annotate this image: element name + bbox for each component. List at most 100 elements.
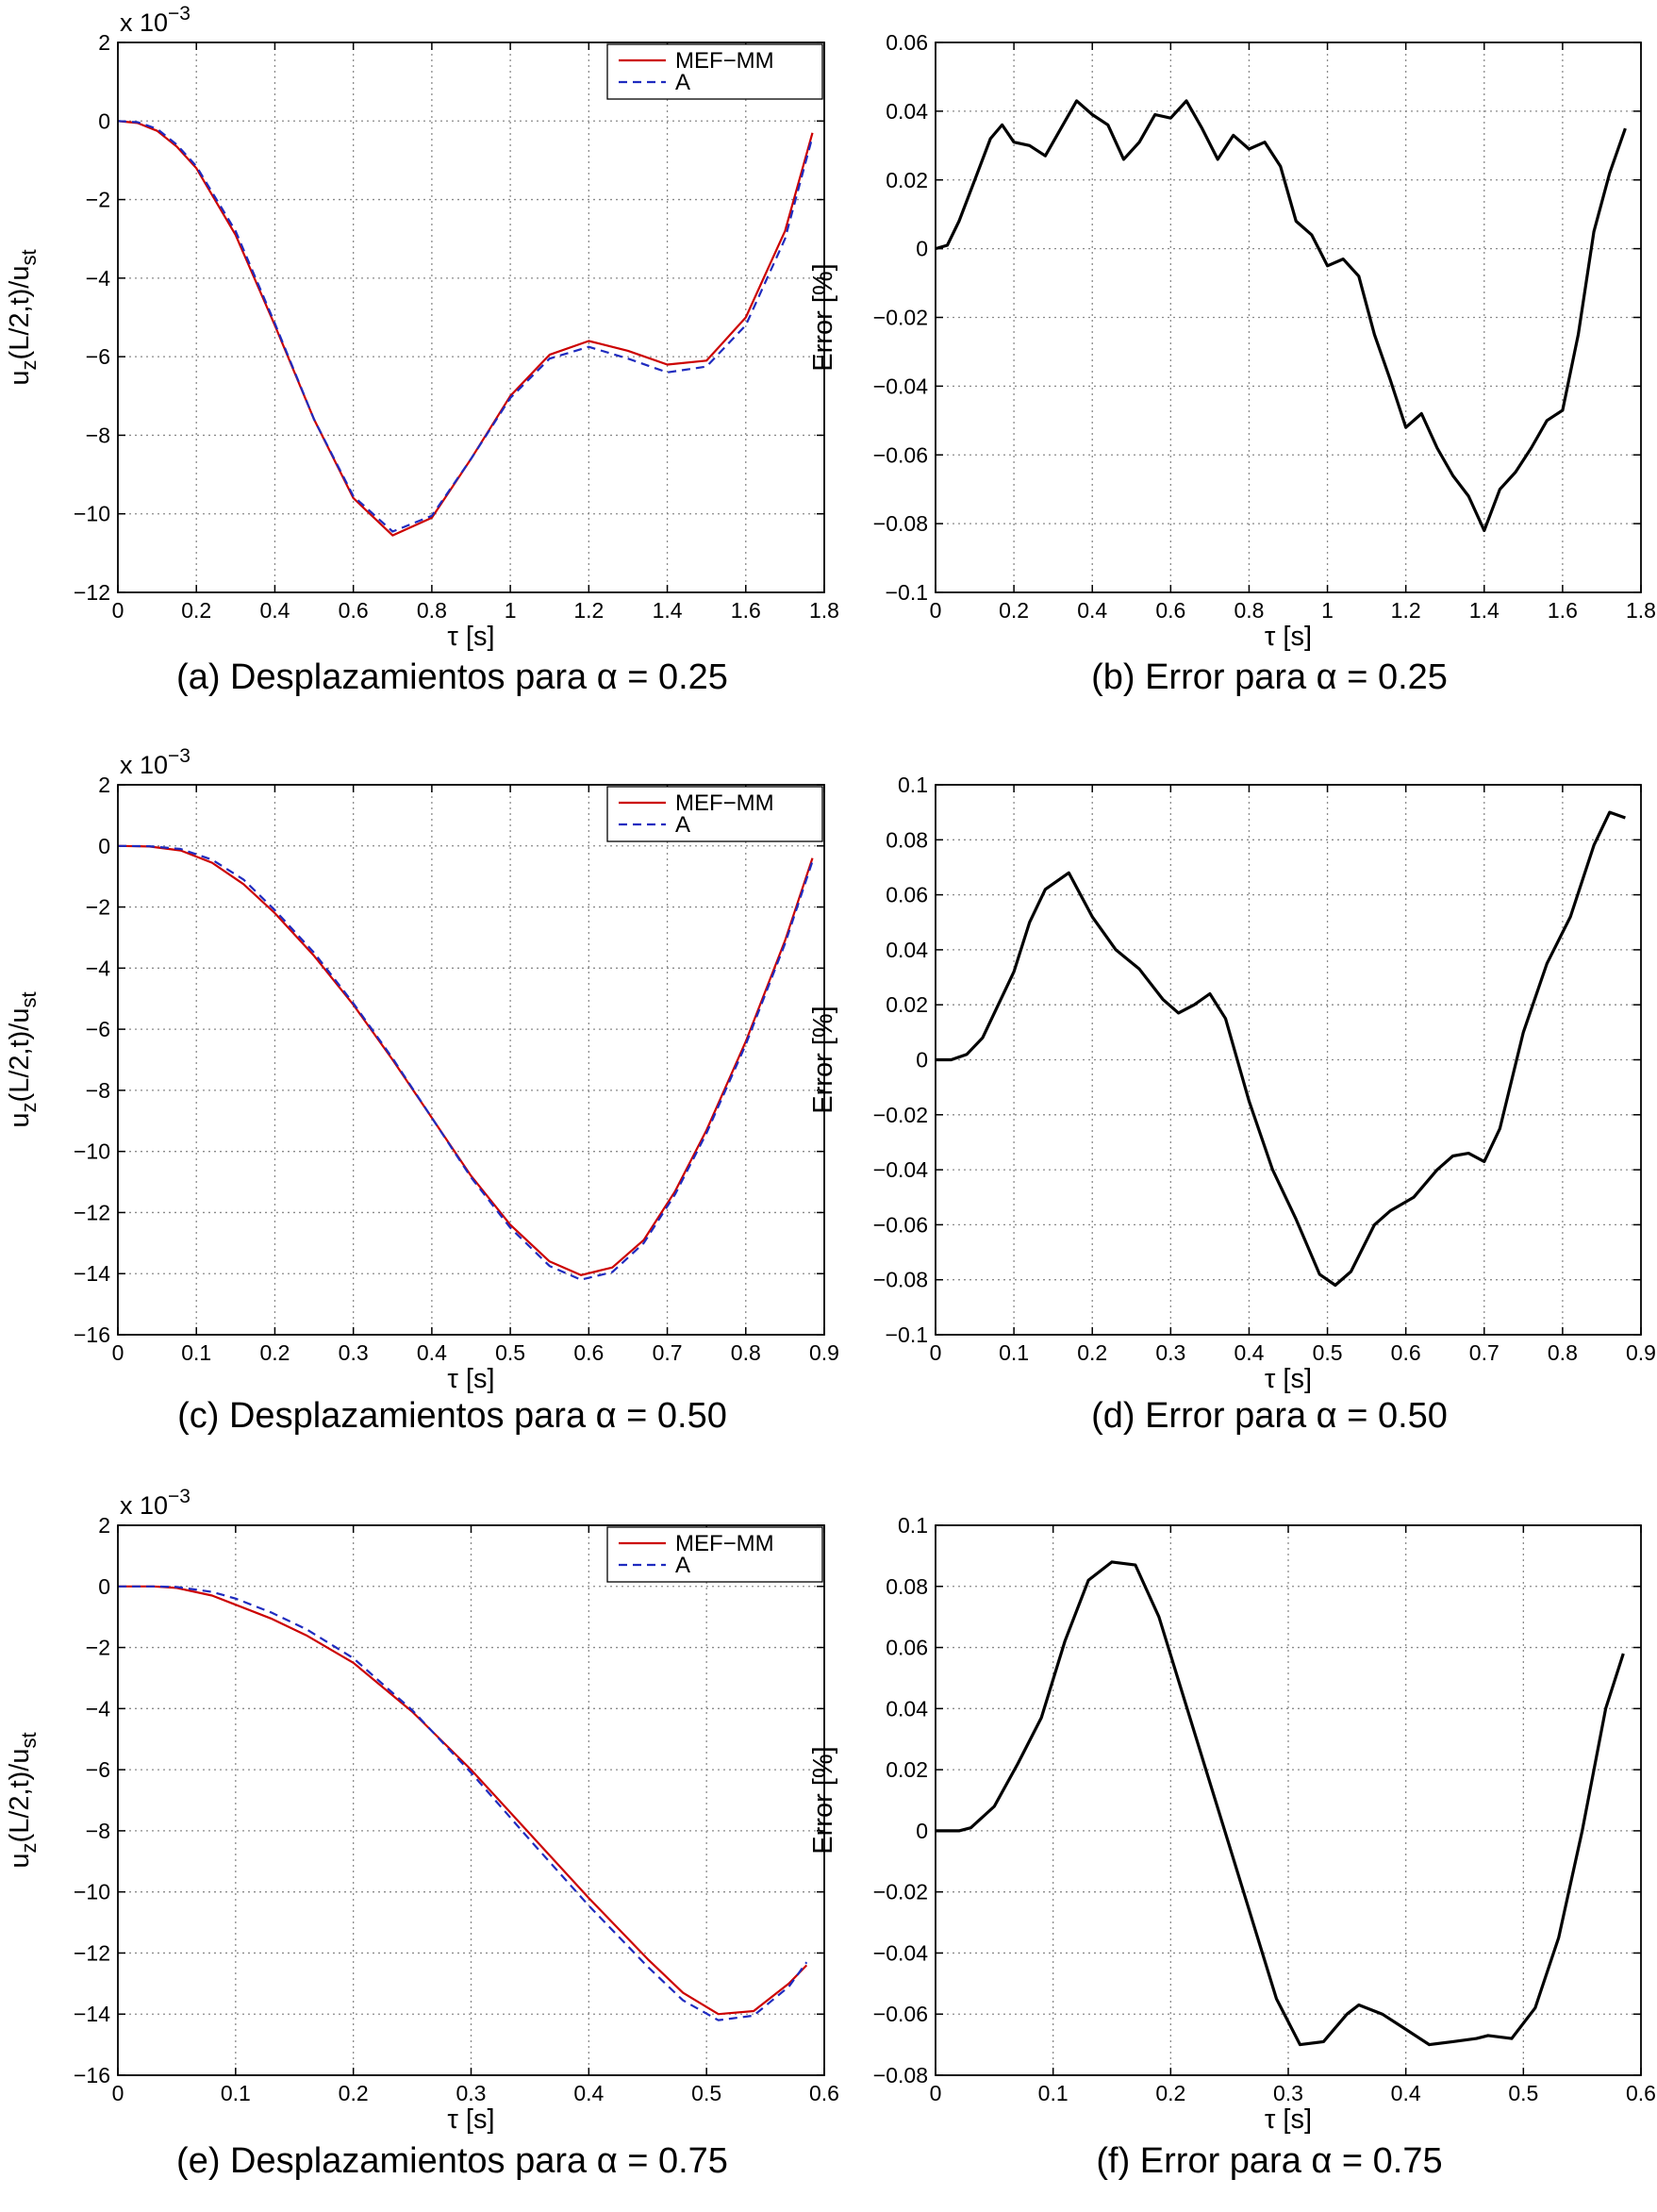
y-axis-label-part: st xyxy=(17,1732,41,1748)
x-axis-label: τ [s] xyxy=(1265,1364,1312,1394)
y-tick-label: −14 xyxy=(74,1261,110,1286)
x-tick-label: 0.4 xyxy=(573,2081,604,2105)
y-axis-label: Error [%] xyxy=(808,1746,838,1854)
x-tick-label: 1.6 xyxy=(1548,598,1578,623)
x-tick-label: 0.5 xyxy=(1313,1340,1343,1365)
x-tick-label: 0.2 xyxy=(1155,2081,1185,2105)
y-tick-label: 0 xyxy=(98,834,110,858)
series-line-a xyxy=(118,1585,808,2021)
x-tick-label: 0.3 xyxy=(339,1340,369,1365)
exponent-base: x 10 xyxy=(120,751,168,779)
x-tick-label: 0.8 xyxy=(731,1340,761,1365)
y-axis-label-part: u xyxy=(5,1853,35,1868)
y-tick-label: 0.04 xyxy=(886,99,928,124)
x-tick-label: 1 xyxy=(505,598,517,623)
exponent-power: −3 xyxy=(168,3,191,25)
x-tick-label: 0 xyxy=(930,2081,942,2105)
y-tick-label: 0.1 xyxy=(898,773,928,797)
legend: MEF−MMA xyxy=(606,1526,823,1583)
exponent-power: −3 xyxy=(168,745,191,767)
x-tick-label: 1.4 xyxy=(653,598,683,623)
y-tick-label: −0.04 xyxy=(873,374,928,398)
y-tick-label: −12 xyxy=(74,1200,110,1224)
y-tick-label: 0 xyxy=(916,1048,928,1073)
legend-label: MEF−MM xyxy=(675,790,774,816)
x-tick-label: 1.2 xyxy=(1391,598,1421,623)
y-axis-label-part: z xyxy=(17,1102,41,1112)
legend: MEF−MMA xyxy=(606,43,823,100)
x-axis-label: τ [s] xyxy=(447,2104,494,2135)
exponent-label: x 10−3 xyxy=(120,745,191,779)
y-tick-label: −0.02 xyxy=(873,306,928,330)
x-tick-label: 0.8 xyxy=(1234,598,1264,623)
x-tick-label: 0.4 xyxy=(1391,2081,1421,2105)
panel-caption: (f) Error para α = 0.75 xyxy=(1096,2141,1442,2181)
y-tick-label: −14 xyxy=(74,2002,110,2026)
panel-caption: (b) Error para α = 0.25 xyxy=(1091,657,1448,697)
x-tick-label: 0 xyxy=(112,598,124,623)
y-tick-label: −0.06 xyxy=(873,442,928,467)
series-line-error xyxy=(936,1560,1625,2047)
x-tick-label: 0 xyxy=(112,1340,124,1365)
y-axis-label-part: z xyxy=(17,1842,41,1853)
exponent-power: −3 xyxy=(168,1486,191,1507)
x-tick-label: 0 xyxy=(112,2081,124,2105)
x-tick-label: 0.9 xyxy=(1626,1340,1656,1365)
y-tick-label: −0.1 xyxy=(886,1322,928,1347)
y-axis-label-part: st xyxy=(17,249,41,265)
plot-frame xyxy=(935,784,1642,1336)
x-tick-label: 1.8 xyxy=(1626,598,1656,623)
y-tick-label: −0.06 xyxy=(873,1212,928,1237)
y-tick-label: −2 xyxy=(86,188,110,212)
x-tick-label: 0.1 xyxy=(181,1340,211,1365)
y-tick-label: 0.06 xyxy=(886,883,928,907)
y-tick-label: 0.02 xyxy=(886,992,928,1017)
y-tick-label: −12 xyxy=(74,1940,110,1965)
y-tick-label: 0 xyxy=(98,1574,110,1599)
y-tick-label: 0.02 xyxy=(886,168,928,192)
x-tick-label: 0.5 xyxy=(1508,2081,1538,2105)
y-axis-label-part: u xyxy=(5,370,35,385)
y-tick-label: −2 xyxy=(86,895,110,920)
y-tick-label: 0.02 xyxy=(886,1757,928,1782)
y-tick-label: 0 xyxy=(98,108,110,133)
y-axis-label: Error [%] xyxy=(808,1006,838,1113)
x-tick-label: 1.8 xyxy=(809,598,839,623)
x-tick-label: 0.6 xyxy=(339,598,369,623)
x-tick-label: 0.7 xyxy=(1469,1340,1500,1365)
y-tick-label: −10 xyxy=(74,502,110,526)
y-axis-label: uz(L/2,t)/ust xyxy=(5,249,41,385)
x-tick-label: 0.3 xyxy=(1155,1340,1185,1365)
x-tick-label: 0.7 xyxy=(653,1340,683,1365)
y-tick-label: 2 xyxy=(98,30,110,55)
x-tick-label: 1.2 xyxy=(573,598,604,623)
y-tick-label: −0.04 xyxy=(873,1157,928,1182)
series-line-mefmm xyxy=(118,1585,808,2016)
x-tick-label: 0.8 xyxy=(1548,1340,1578,1365)
y-tick-label: −12 xyxy=(74,580,110,605)
y-tick-label: −2 xyxy=(86,1636,110,1660)
x-tick-label: 0.6 xyxy=(1391,1340,1421,1365)
y-tick-label: −4 xyxy=(86,1696,110,1721)
x-tick-label: 0.4 xyxy=(259,598,290,623)
y-axis-label: Error [%] xyxy=(808,263,838,371)
y-tick-label: 2 xyxy=(98,773,110,797)
legend-box xyxy=(606,43,823,100)
y-tick-label: −10 xyxy=(74,1139,110,1164)
series-line-a xyxy=(117,120,814,533)
series-line-a xyxy=(117,844,814,1281)
chart-panel-b: 0 0.2 0.4 0.6 0.8 1 1.2 1.4 1.6 1.8 −0.1 −0.08 −0.06… xyxy=(808,30,1656,697)
chart-panel-a: 0 0.2 0.4 0.6 0.8 1 1.2 1.4 1.6 1.8 −12 −10 −8 −6 −4 −2… xyxy=(5,3,839,697)
series-line-mefmm xyxy=(117,844,814,1276)
x-tick-label: 0 xyxy=(930,1340,942,1365)
y-tick-label: 0.04 xyxy=(886,1696,928,1721)
x-tick-label: 0.1 xyxy=(999,1340,1029,1365)
series-line-error xyxy=(935,99,1627,532)
legend-box xyxy=(606,786,823,842)
x-tick-label: 1 xyxy=(1321,598,1334,623)
panel-caption: (c) Desplazamientos para α = 0.50 xyxy=(177,1396,727,1436)
y-tick-label: 0.08 xyxy=(886,827,928,852)
x-tick-label: 0.6 xyxy=(809,2081,839,2105)
y-tick-label: −0.02 xyxy=(873,1880,928,1904)
x-tick-label: 0.2 xyxy=(339,2081,369,2105)
